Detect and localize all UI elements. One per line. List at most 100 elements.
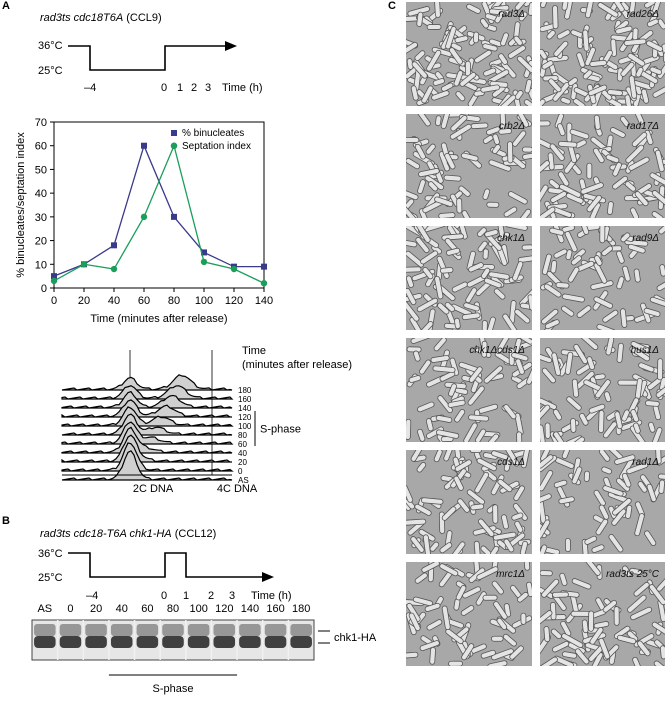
yeast-cell [605, 154, 620, 164]
yeast-cell [540, 570, 553, 577]
yeast-cell [583, 470, 590, 482]
yeast-cell [418, 208, 430, 218]
yeast-cell [602, 485, 624, 497]
yeast-cell [486, 126, 501, 136]
yeast-cell [653, 660, 665, 666]
yeast-cell [475, 428, 487, 442]
yeast-cell [622, 265, 631, 282]
panel-a-letter: A [2, 0, 10, 12]
binucleates-point [201, 249, 207, 256]
yeast-cell [619, 115, 630, 128]
yeast-cell [476, 457, 497, 472]
yeast-cell [651, 190, 665, 208]
yeast-cell [419, 640, 440, 652]
yeast-cell [440, 114, 452, 129]
yeast-cell [521, 146, 532, 153]
yeast-cell [657, 473, 665, 481]
yeast-cell [420, 497, 444, 505]
yeast-cell [540, 610, 553, 626]
yeast-cell [454, 459, 472, 472]
yeast-cell [482, 188, 491, 200]
yeast-cell [543, 626, 551, 643]
micrograph-image: chk1Δcds1Δ [406, 338, 532, 442]
yeast-cell [406, 157, 421, 170]
yeast-cell [582, 69, 593, 80]
yeast-cell [586, 194, 602, 213]
yeast-cell [492, 133, 500, 145]
y-axis-label: % binucleates/septation index [15, 132, 27, 278]
time-axis-label: Time (h) [222, 82, 263, 94]
temp-low-label: 25°C [38, 65, 63, 77]
micrograph-image: rad1Δ [540, 450, 665, 554]
blot-band-lower [239, 636, 261, 648]
yeast-cell [480, 545, 495, 554]
micrograph-label: rad9Δ [632, 233, 659, 244]
yeast-cell [487, 660, 508, 666]
yeast-cell [480, 84, 501, 93]
yeast-cell [540, 184, 549, 205]
yeast-cell [629, 207, 640, 218]
panel-b-strain-title: rad3ts cdc18-T6A chk1-HA (CCL12) [40, 528, 216, 540]
yeast-cell [553, 431, 565, 442]
yeast-cell [601, 245, 614, 257]
yeast-cell [621, 409, 630, 422]
yeast-cell [518, 11, 528, 22]
micrograph-label: rad3Δ [498, 9, 525, 20]
yeast-cell [503, 404, 517, 420]
yeast-cell [439, 267, 454, 274]
yeast-cell [415, 237, 430, 254]
b-time-tick-2: 2 [208, 590, 214, 602]
yeast-cell [593, 489, 606, 507]
yeast-cell [541, 253, 552, 275]
micrograph-label: rad3ts 25°C [606, 569, 659, 580]
yeast-cell [526, 366, 532, 385]
yeast-cell [439, 542, 453, 554]
yeast-cell [494, 10, 505, 24]
micrograph-label: mrc1Δ [496, 569, 525, 580]
yeast-cell [406, 239, 418, 248]
yeast-cell [417, 428, 426, 442]
yeast-cell [616, 250, 625, 264]
micrograph-image: rad3Δ [406, 2, 532, 106]
yeast-cell [477, 240, 488, 253]
yeast-cell [607, 89, 623, 97]
cell-texture [406, 562, 532, 666]
binucleates-point [51, 273, 57, 280]
yeast-cell [502, 633, 517, 647]
yeast-cell [573, 343, 588, 365]
yeast-cell [406, 518, 427, 526]
yeast-cell [512, 130, 527, 147]
yeast-cell [406, 136, 420, 143]
yeast-cell [406, 250, 425, 268]
yeast-cell [421, 85, 434, 104]
yeast-cell [625, 144, 645, 164]
yeast-cell [483, 277, 502, 289]
facs-row-label: AS [238, 476, 249, 485]
yeast-cell [498, 128, 513, 135]
yeast-cell [416, 321, 434, 330]
yeast-cell [520, 612, 527, 625]
yeast-cell [652, 83, 665, 98]
yeast-cell [417, 401, 435, 413]
panel-a-strain-code: (CCL9) [126, 12, 162, 24]
yeast-cell [631, 132, 648, 148]
yeast-cell [620, 61, 635, 77]
yeast-cell [552, 640, 570, 653]
yeast-cell [410, 536, 425, 553]
yeast-cell [493, 601, 508, 620]
x-tick-label: 80 [168, 295, 180, 307]
yeast-cell [645, 400, 660, 407]
yeast-cell [492, 144, 501, 155]
yeast-cell [406, 41, 418, 54]
yeast-cell [553, 248, 568, 259]
yeast-cell [588, 403, 606, 414]
yeast-cell [543, 283, 562, 298]
micrograph-image: hus1Δ [540, 338, 665, 442]
yeast-cell [408, 375, 422, 383]
yeast-cell [540, 352, 553, 364]
legend-label: % binucleates [182, 128, 244, 139]
yeast-cell [526, 581, 532, 598]
yeast-cell [441, 605, 451, 631]
yeast-cell [654, 149, 665, 173]
